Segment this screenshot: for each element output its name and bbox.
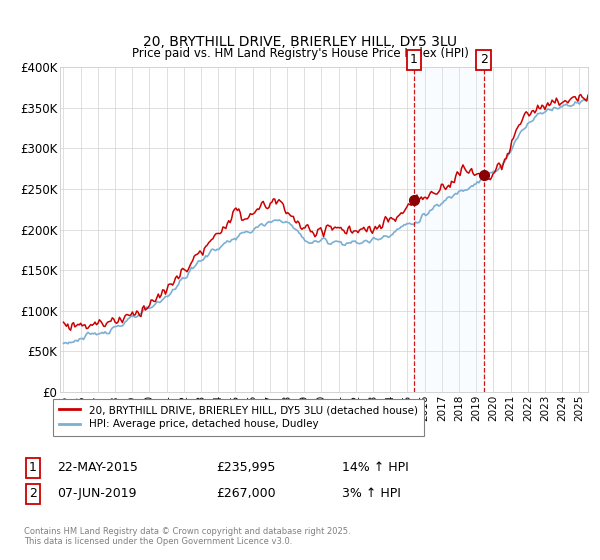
Text: 14% ↑ HPI: 14% ↑ HPI (342, 461, 409, 474)
Text: Price paid vs. HM Land Registry's House Price Index (HPI): Price paid vs. HM Land Registry's House … (131, 46, 469, 60)
Text: 3% ↑ HPI: 3% ↑ HPI (342, 487, 401, 501)
Text: £235,995: £235,995 (216, 461, 275, 474)
Text: 07-JUN-2019: 07-JUN-2019 (57, 487, 137, 501)
Text: Contains HM Land Registry data © Crown copyright and database right 2025.
This d: Contains HM Land Registry data © Crown c… (24, 526, 350, 546)
Text: £267,000: £267,000 (216, 487, 275, 501)
Text: 1: 1 (410, 53, 418, 67)
Text: 2: 2 (480, 53, 488, 67)
Text: 22-MAY-2015: 22-MAY-2015 (57, 461, 138, 474)
Text: 1: 1 (29, 461, 37, 474)
Legend: 20, BRYTHILL DRIVE, BRIERLEY HILL, DY5 3LU (detached house), HPI: Average price,: 20, BRYTHILL DRIVE, BRIERLEY HILL, DY5 3… (53, 399, 424, 436)
Text: 2: 2 (29, 487, 37, 501)
Text: 20, BRYTHILL DRIVE, BRIERLEY HILL, DY5 3LU: 20, BRYTHILL DRIVE, BRIERLEY HILL, DY5 3… (143, 35, 457, 49)
Bar (414, 67, 484, 392)
